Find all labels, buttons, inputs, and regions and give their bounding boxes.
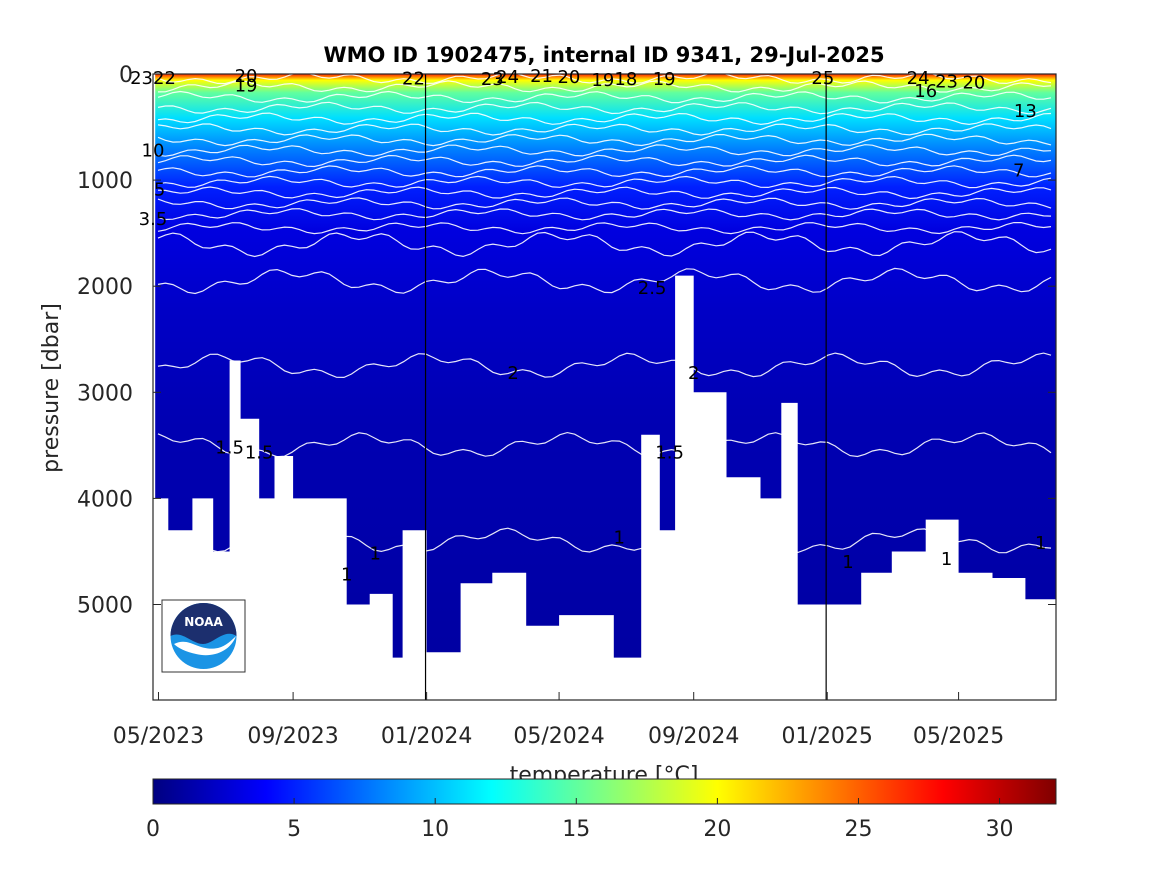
contour-label: 1 [614,528,625,549]
plot-area [153,74,1056,700]
isotherm-line [157,144,1052,157]
contour-label: 1 [341,565,352,586]
contour-label: 5 [154,180,165,201]
isotherm-line [157,112,1052,126]
contour-label: 2.5 [638,278,667,299]
isotherm-line [157,123,1052,136]
isotherm-line [157,101,1052,115]
year-boundaries [424,74,827,700]
isotherm-line [157,352,1052,379]
contour-label: 3.5 [139,209,168,230]
contour-label: 1.5 [655,443,684,464]
x-tick-label: 01/2025 [782,724,873,749]
contour-label: 10 [142,140,165,161]
isotherm-line [157,90,1052,104]
y-tick-label: 3000 [77,381,133,406]
isotherm-lines [157,74,1052,554]
contour-label: 2322 [130,68,176,89]
isotherm-line [157,175,1052,189]
x-axis: 05/2023 09/2023 01/2024 05/2024 09/2024 01/20… [113,692,1004,749]
plot-frame [152,73,1057,701]
colorbar-axis: 0 5 10 15 20 25 30 [146,798,1014,842]
isotherm-line [157,186,1052,200]
contour-label: 25 [811,68,834,89]
contour-label: 19 [235,76,258,97]
contour-label: 20 [962,72,985,93]
x-tick-label: 05/2023 [113,724,204,749]
colorbar-tick-label: 15 [562,817,590,842]
contour-label: 16 [914,81,937,102]
contour-label: 18 [614,69,637,90]
isotherm-line [157,231,1052,258]
contour-label: 2 [688,363,699,384]
x-tick-label: 01/2024 [381,724,472,749]
colorbar-tick-label: 30 [986,817,1014,842]
contour-label: 21 [530,66,553,87]
colorbar-tick-label: 25 [844,817,872,842]
x-tick-label: 09/2023 [247,724,338,749]
x-tick-label: 05/2024 [513,724,604,749]
colorbar-tick-label: 5 [287,817,301,842]
contour-label: 1.5 [245,443,274,464]
contour-label: 1 [842,552,853,573]
contour-label: 13 [1014,101,1037,122]
isotherm-line [157,267,1052,295]
isotherm-line [157,133,1052,147]
contour-label: 24 [496,67,519,88]
isotherm-line [157,74,1052,85]
y-axis: 0 1000 2000 3000 4000 5000 [77,63,1056,619]
logo-top [170,603,237,644]
colorbar-tick-label: 20 [703,817,731,842]
contour-label: 20 [557,67,580,88]
isotherm-line [157,527,1052,554]
contour-label: 23 [935,71,958,92]
x-tick-label: 09/2024 [648,724,739,749]
logo-gull [174,636,236,656]
colorbar-tick-label: 10 [421,817,449,842]
contour-label: 22 [402,69,425,90]
contour-label: 19 [591,70,614,91]
chart-title: WMO ID 1902475, internal ID 9341, 29-Jul… [323,43,884,67]
contour-label: 24 [907,68,930,89]
colorbar [152,778,1057,805]
y-tick-label: 2000 [77,275,133,300]
x-tick-label: 05/2025 [913,724,1004,749]
logo-wordmark: NOAA [184,615,223,629]
colorbar-tick-label: 0 [146,817,160,842]
y-tick-label: 1000 [77,169,133,194]
contour-label: 20 [235,66,258,87]
contour-label: 1.5 [215,437,244,458]
isotherm-line [157,208,1052,221]
isotherm-line [157,222,1052,235]
y-tick-label: 5000 [77,594,133,619]
contour-label: 19 [653,69,676,90]
isotherm-line [157,80,1052,93]
isotherm-line [157,165,1052,178]
temperature-field [155,74,1056,658]
isotherm-line [157,154,1052,168]
isotherm-line [157,431,1052,458]
contour-label: 1 [369,543,380,564]
noaa-logo: NOAA [161,599,246,673]
y-axis-title: pressure [dbar] [39,303,64,473]
y-tick-label: 4000 [77,487,133,512]
contour-label: 23 [481,69,504,90]
contour-label: 7 [1013,160,1024,181]
y-tick-label: 0 [119,63,133,88]
contour-label: 1 [1035,533,1046,554]
contour-label: 1 [941,549,952,570]
contour-label: 2 [507,363,518,384]
isotherm-line [157,197,1052,210]
